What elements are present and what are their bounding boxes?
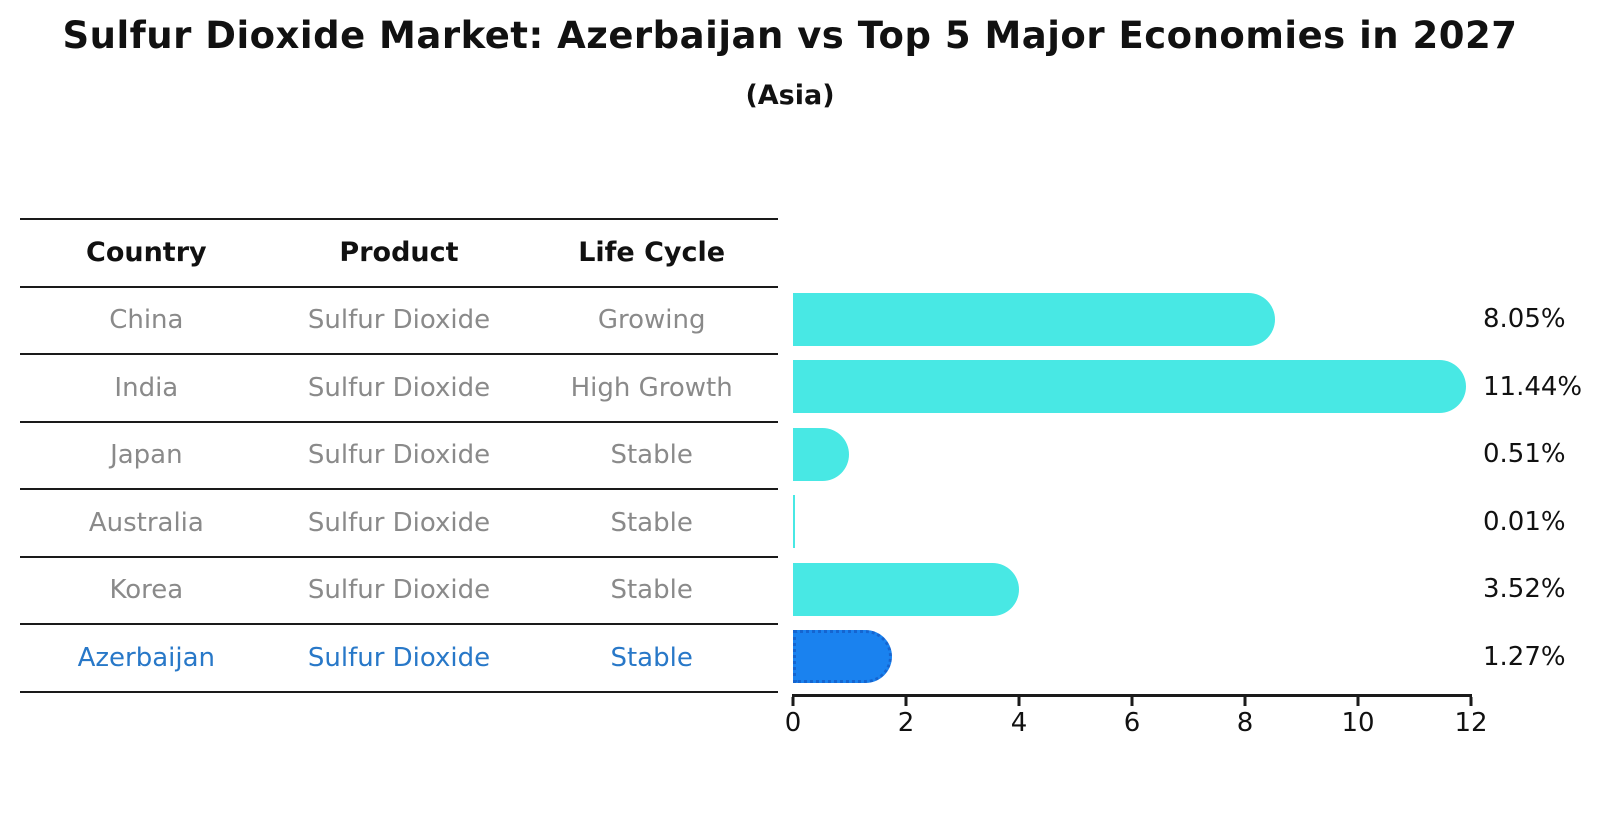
cell-country: Azerbaijan xyxy=(77,642,216,673)
cell-country: Japan xyxy=(110,440,183,471)
bar-row-azerbaijan: 1.27% xyxy=(793,623,1566,691)
cell-product: Sulfur Dioxide xyxy=(307,575,491,606)
table-row-azerbaijan: Azerbaijan Sulfur Dioxide Stable xyxy=(20,625,778,693)
page-subtitle: (Asia) xyxy=(745,80,835,111)
x-axis: 0 2 4 6 8 10 12 xyxy=(785,694,1488,744)
cell-country: Korea xyxy=(109,575,184,606)
bar-value-label-india: 11.44% xyxy=(1483,371,1583,402)
x-tick-mark xyxy=(1017,697,1021,706)
table-header-row: Country Product Life Cycle xyxy=(20,220,778,288)
x-tick-label: 8 xyxy=(1236,708,1254,738)
cell-country: China xyxy=(109,305,184,336)
bar-korea xyxy=(793,562,1019,616)
x-tick-mark xyxy=(1130,697,1134,706)
country-table: Country Product Life Cycle China Sulfur … xyxy=(20,218,778,693)
cell-product: Sulfur Dioxide xyxy=(307,440,491,471)
x-tick-mark xyxy=(791,697,795,706)
header-product: Product xyxy=(339,237,459,269)
cell-product: Sulfur Dioxide xyxy=(307,642,491,673)
header-life-cycle: Life Cycle xyxy=(578,237,726,269)
cell-product: Sulfur Dioxide xyxy=(307,305,491,336)
cell-country: India xyxy=(114,372,179,403)
page-title: Sulfur Dioxide Market: Azerbaijan vs Top… xyxy=(62,14,1518,57)
table-row-china: China Sulfur Dioxide Growing xyxy=(20,288,778,355)
bar-row-japan: 0.51% xyxy=(793,421,1566,489)
cell-life-cycle: Stable xyxy=(610,440,693,471)
x-tick-label: 4 xyxy=(1010,708,1028,738)
bar-row-india: 11.44% xyxy=(793,353,1582,421)
x-tick-mark xyxy=(1469,697,1473,706)
bar-azerbaijan xyxy=(793,630,892,684)
x-tick-mark xyxy=(1243,697,1247,706)
cell-country: Australia xyxy=(88,507,204,538)
x-tick-label: 0 xyxy=(784,708,802,738)
bar-australia xyxy=(793,495,795,549)
bar-row-australia: 0.01% xyxy=(793,488,1566,556)
cell-life-cycle: Stable xyxy=(610,575,693,606)
x-tick-label: 2 xyxy=(897,708,915,738)
table-row-australia: Australia Sulfur Dioxide Stable xyxy=(20,490,778,558)
cell-life-cycle: Stable xyxy=(610,642,693,673)
cell-life-cycle: Stable xyxy=(610,507,693,538)
x-tick-label: 12 xyxy=(1454,708,1488,738)
table-row-japan: Japan Sulfur Dioxide Stable xyxy=(20,423,778,490)
x-axis-line xyxy=(792,694,1472,697)
bar-japan xyxy=(793,427,849,481)
table-row-india: India Sulfur Dioxide High Growth xyxy=(20,355,778,423)
x-tick-label: 6 xyxy=(1123,708,1141,738)
bar-row-korea: 3.52% xyxy=(793,556,1566,624)
bar-value-label-azerbaijan: 1.27% xyxy=(1483,641,1566,672)
bar-india xyxy=(793,360,1466,414)
bar-value-label-japan: 0.51% xyxy=(1483,439,1566,470)
header-country: Country xyxy=(86,237,207,269)
cell-product: Sulfur Dioxide xyxy=(307,507,491,538)
bar-value-label-australia: 0.01% xyxy=(1483,506,1566,537)
x-tick-label: 10 xyxy=(1341,708,1375,738)
x-tick-mark xyxy=(904,697,908,706)
table-row-korea: Korea Sulfur Dioxide Stable xyxy=(20,558,778,625)
cell-life-cycle: High Growth xyxy=(570,372,733,403)
bar-chart: 8.05% 11.44% 0.51% 0.01% 3.52% 1.27% xyxy=(793,286,1582,691)
cell-life-cycle: Growing xyxy=(597,305,706,336)
cell-product: Sulfur Dioxide xyxy=(307,372,491,403)
bar-china xyxy=(793,292,1275,346)
bar-value-label-korea: 3.52% xyxy=(1483,574,1566,605)
bar-row-china: 8.05% xyxy=(793,286,1566,354)
bar-value-label-china: 8.05% xyxy=(1483,304,1566,335)
x-tick-mark xyxy=(1356,697,1360,706)
